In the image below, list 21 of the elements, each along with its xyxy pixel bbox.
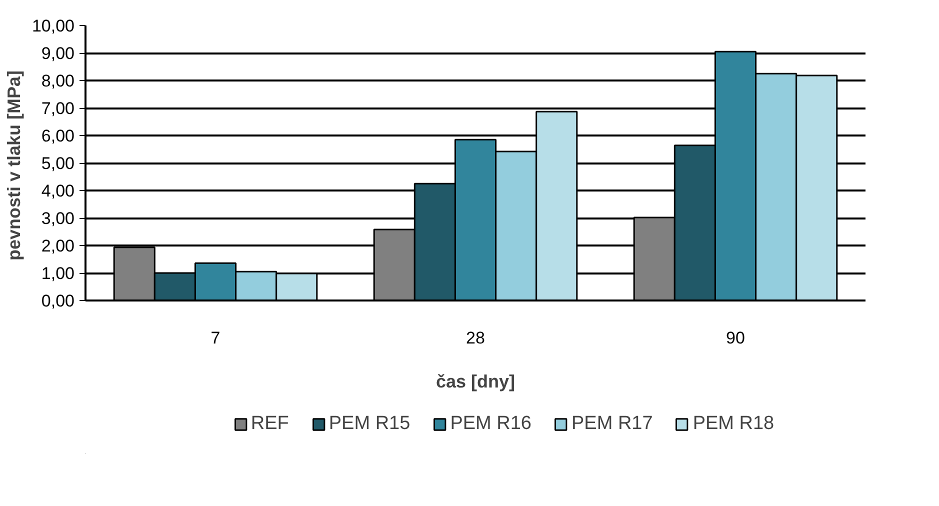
- y-axis-title: pevnosti v tlaku [MPa]: [4, 70, 24, 261]
- y-tick-label: 8,00: [41, 72, 75, 90]
- legend-label: PEM R16: [450, 413, 532, 435]
- y-tick-label: 9,00: [41, 44, 75, 63]
- y-tick-label: 2,00: [41, 236, 75, 256]
- y-tick-label: 7,00: [41, 99, 75, 118]
- legend-label: PEM R15: [328, 413, 410, 435]
- y-tick-label: 5,00: [41, 154, 75, 173]
- y-tick-label: 6,00: [41, 126, 75, 146]
- y-tick-label: 3,00: [41, 209, 75, 228]
- y-tick-label: 1,00: [41, 264, 75, 283]
- x-tick-label: 7: [210, 328, 220, 348]
- y-tick-label: 0,00: [41, 292, 75, 310]
- x-tick-label: 28: [466, 328, 485, 348]
- y-tick-label: 4,00: [41, 182, 75, 200]
- legend-label: PEM R18: [692, 413, 774, 435]
- legend-label: PEM R17: [572, 413, 653, 435]
- y-tick-label: 10,00: [32, 16, 75, 36]
- x-tick-label: 90: [726, 328, 745, 348]
- x-axis-title: čas [dny]: [436, 372, 516, 392]
- legend-label: REF: [250, 413, 289, 435]
